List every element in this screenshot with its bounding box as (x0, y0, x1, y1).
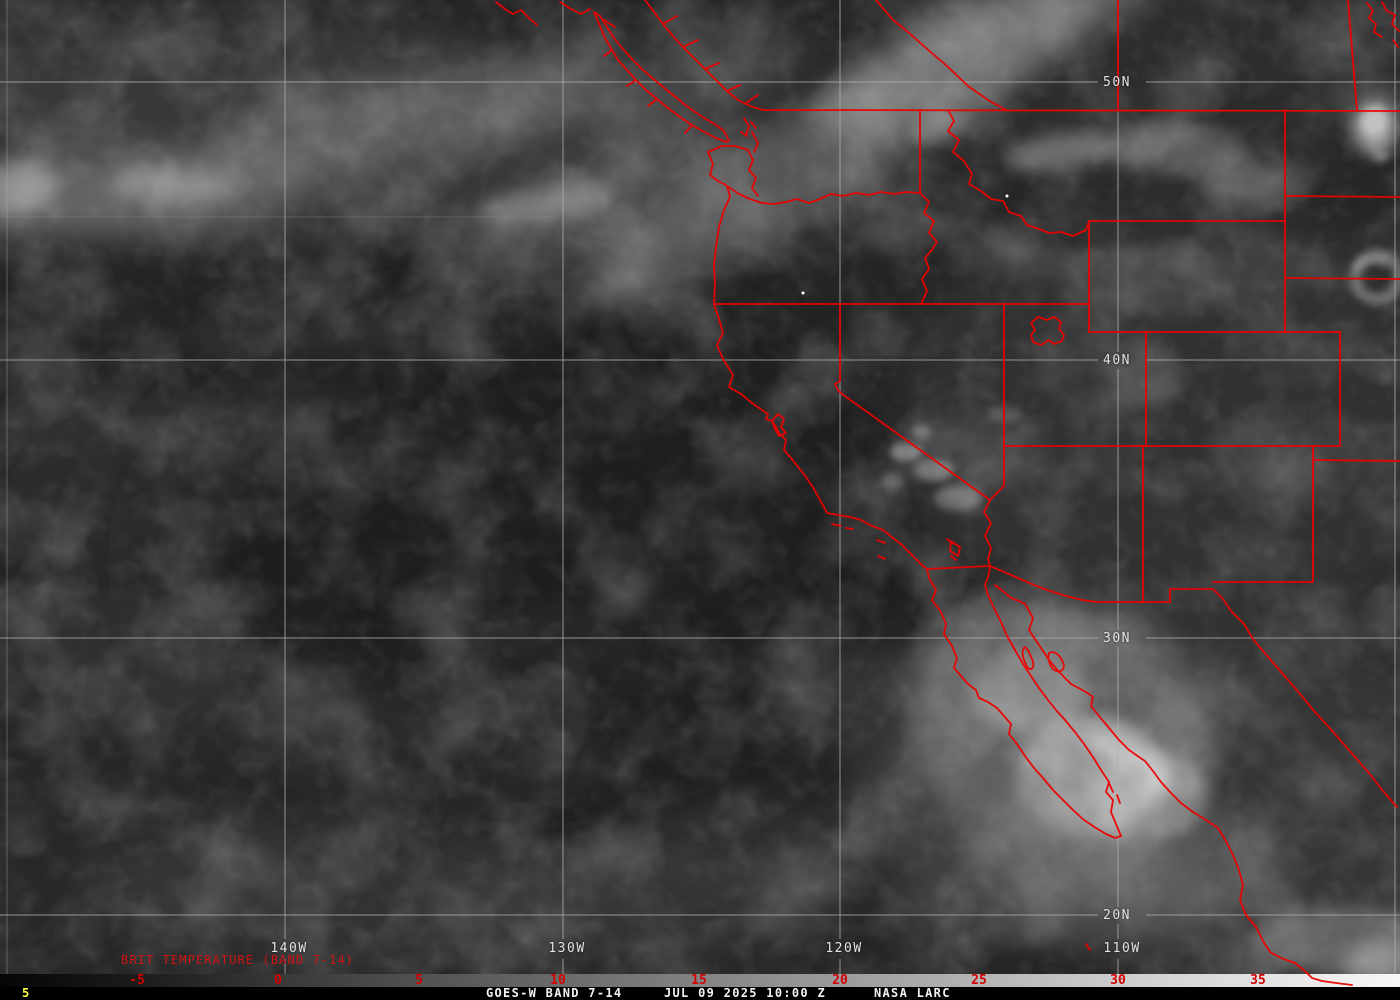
puget-sound (740, 117, 759, 197)
baja-islet (1085, 943, 1091, 951)
lat-label-50n: 50N (1103, 75, 1131, 90)
bc-alberta-border (875, 0, 1007, 111)
product-annotation: BRIT TEMPERATURE (BAND 7-14) (121, 953, 355, 967)
la-paz-islets (1108, 782, 1121, 804)
colorbar-tick: 0 (274, 973, 282, 988)
baja-west-coastline (926, 568, 1122, 839)
colorbar-tick: -5 (129, 973, 145, 988)
isla-tiburon (1047, 651, 1065, 673)
nv-az-border (989, 445, 1005, 501)
rio-grande (1212, 588, 1398, 808)
colorbar-gradient (0, 974, 1400, 988)
lon-label-110w: 110W (1103, 941, 1141, 956)
bc-north-islands (495, 1, 616, 28)
product-name: GOES-W BAND 7-14 (486, 986, 623, 1000)
graticule-lines (0, 0, 1400, 975)
bc-fjords (662, 15, 759, 104)
san-francisco-bay (771, 413, 787, 437)
vancouver-island (593, 11, 730, 143)
nm-tx-ok-borders (1212, 445, 1400, 583)
colorbar-tick: 15 (691, 973, 707, 988)
lon-label-130w: 130W (548, 941, 586, 956)
sonora-sinaloa-coastline (994, 584, 1353, 986)
yellowstone-boundary (1030, 316, 1065, 346)
strait-juan-de-fuca (707, 145, 749, 153)
source-name: NASA LARC (874, 986, 951, 1000)
colorbar-tick: 20 (832, 973, 848, 988)
ca-nv-border (834, 303, 992, 570)
sd-ne-border (1285, 277, 1400, 280)
or-id-snake-border (919, 192, 938, 305)
colorbar-ticks: -5 0 5 10 15 20 25 30 35 (0, 974, 1400, 987)
border-overlay (495, 0, 1400, 986)
status-bar: 5 GOES-W BAND 7-14 JUL 09 2025 10:00 Z N… (0, 987, 1400, 1000)
colorbar-tick: 10 (550, 973, 566, 988)
mexico-az-border (989, 565, 1144, 603)
vancouver-island-inlets (603, 49, 693, 134)
manitoba-lakes (1366, 1, 1400, 48)
lat-label-20n: 20N (1103, 908, 1131, 923)
baja-east-coastline (984, 565, 1122, 837)
isla-angel (1021, 646, 1035, 671)
saskatchewan-manitoba-border (1347, 0, 1358, 111)
colorbar-tick: 30 (1110, 973, 1126, 988)
colorbar-tick: 35 (1250, 973, 1266, 988)
lat-label-30n: 30N (1103, 631, 1131, 646)
channel-islands (831, 523, 957, 561)
lon-label-140w: 140W (270, 941, 308, 956)
bright-specks (801, 194, 1009, 295)
mt-id-border (947, 109, 1090, 237)
timestamp: JUL 09 2025 10:00 Z (664, 986, 826, 1000)
colorbar-tick: 25 (971, 973, 987, 988)
colorbar-tick: 5 (415, 973, 423, 988)
frame-number: 5 (22, 986, 31, 1000)
wa-or-columbia-border (726, 185, 921, 205)
canada-border (776, 109, 1400, 112)
lon-label-120w: 120W (825, 941, 863, 956)
pacific-coastline (707, 151, 928, 570)
salton-sea (949, 540, 961, 557)
nm-bootheel-border (1142, 588, 1214, 603)
lat-label-40n: 40N (1103, 353, 1131, 368)
nd-sd-border (1285, 195, 1400, 198)
